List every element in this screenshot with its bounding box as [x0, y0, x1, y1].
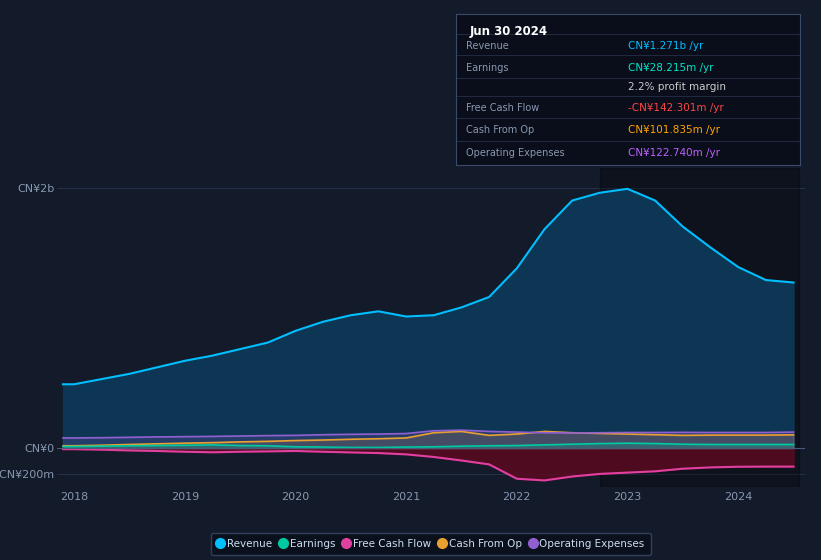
Text: CN¥101.835m /yr: CN¥101.835m /yr: [628, 125, 720, 136]
Bar: [600, 168, 799, 487]
Text: Earnings: Earnings: [466, 63, 508, 73]
Text: CN¥1.271b /yr: CN¥1.271b /yr: [628, 41, 704, 51]
Legend: Revenue, Earnings, Free Cash Flow, Cash From Op, Operating Expenses: Revenue, Earnings, Free Cash Flow, Cash …: [211, 533, 651, 556]
Text: -CN¥142.301m /yr: -CN¥142.301m /yr: [628, 102, 724, 113]
Text: CN¥28.215m /yr: CN¥28.215m /yr: [628, 63, 713, 73]
Text: 2.2% profit margin: 2.2% profit margin: [628, 82, 726, 92]
Text: Jun 30 2024: Jun 30 2024: [470, 25, 548, 38]
Text: Revenue: Revenue: [466, 41, 509, 51]
Text: Operating Expenses: Operating Expenses: [466, 148, 565, 158]
Text: Free Cash Flow: Free Cash Flow: [466, 102, 539, 113]
Text: CN¥122.740m /yr: CN¥122.740m /yr: [628, 148, 720, 158]
Text: Cash From Op: Cash From Op: [466, 125, 534, 136]
